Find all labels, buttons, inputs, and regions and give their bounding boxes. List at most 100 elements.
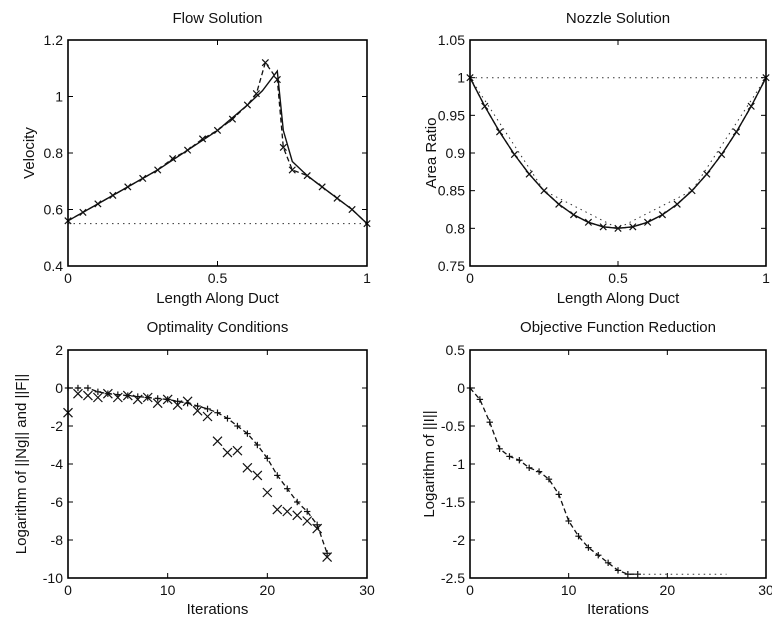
data-point [624,571,632,578]
data-point [688,187,696,195]
y-axis-label: Velocity [21,127,38,179]
data-point [717,150,726,159]
data-point [183,146,192,154]
y-tick-label: 0.8 [44,145,64,161]
x-tick-label: 0 [64,582,72,598]
data-point [214,409,221,416]
y-tick-label: -2 [51,418,64,434]
data-point [569,211,578,219]
x-tick-label: 0 [64,270,72,286]
x-axis-label: Length Along Duct [156,290,279,307]
y-tick-label: 0.75 [438,258,465,274]
data-point [304,508,311,515]
data-point [545,476,553,483]
data-point [142,392,153,403]
y-tick-label: 0.5 [446,342,466,358]
data-point [584,218,593,226]
data-point [703,170,711,178]
data-point [232,445,243,456]
data-point [261,58,269,67]
data-point [496,445,503,452]
data-point [79,208,87,216]
data-point [264,455,271,462]
x-tick-label: 1 [363,270,371,286]
data-point [476,396,484,403]
data-point [575,533,582,540]
data-point [288,166,296,174]
y-tick-label: 0 [55,380,63,396]
series-line-2 [67,61,368,225]
data-point [172,400,183,411]
data-point [139,174,147,183]
panel-2: Nozzle Solution 0 0.5 1 0.75 0.8 0.85 0.9 0.95 1 1… [423,10,770,307]
panel-1: Flow Solution 0 0.5 1 0.4 0.6 0.8 1 1.2 Length Al… [21,10,371,307]
y-tick-label: 1.2 [44,32,64,48]
data-point [122,390,133,401]
data-point [252,470,263,481]
data-point [132,394,143,405]
data-point [555,200,563,208]
series-line-1 [67,69,368,225]
data-point [595,552,602,559]
x-tick-label: 0.5 [208,270,228,286]
data-point [213,126,222,135]
y-tick-label: 1 [457,70,465,86]
data-point [348,205,356,214]
y-tick-label: -0.5 [441,418,465,434]
data-point [73,388,83,399]
x-axis-label: Iterations [187,601,249,618]
data-point [109,191,117,199]
data-point [222,447,233,458]
data-point [585,544,592,551]
y-tick-label: -2 [453,532,466,548]
data-point [212,436,223,447]
data-point [614,567,622,574]
panel-4: Objective Function Reduction 0 10 20 30 -2.5 -… [421,319,772,618]
data-point [673,200,681,208]
data-point [182,396,193,407]
data-point [540,187,548,195]
y-tick-label: 0.6 [44,202,64,218]
data-point [747,102,755,110]
data-point [292,510,303,521]
data-point [174,398,181,405]
x-tick-label: 0.5 [608,270,628,286]
y-tick-label: -6 [51,494,64,510]
series-line-2 [469,77,767,229]
y-tick-label: -4 [51,456,64,472]
y-tick-label: -1.5 [441,494,465,510]
data-point [732,128,741,136]
data-point [169,155,177,163]
x-tick-label: 10 [561,582,577,598]
data-point [279,143,287,151]
chart-title: Nozzle Solution [566,10,670,27]
x-tick-label: 10 [160,582,176,598]
data-point [312,523,323,534]
plot-frame [67,39,368,267]
series-line-4 [469,77,767,229]
data-point [303,171,311,180]
y-axis-label: Logarithm of ||Ng|| and ||F|| [13,374,30,554]
data-point [154,395,161,402]
data-point [274,472,281,479]
data-point [202,411,213,422]
data-point [614,224,622,232]
data-point [124,183,132,191]
data-point [510,150,519,159]
data-point [643,218,652,226]
data-point [242,462,253,473]
y-tick-label: 1 [55,89,63,105]
data-point [102,388,113,399]
x-tick-label: 30 [359,582,375,598]
data-point [525,170,533,178]
data-point [658,211,667,219]
data-point [234,422,241,430]
y-tick-label: 1.05 [438,32,465,48]
data-point [154,166,162,174]
data-point [252,90,260,98]
data-point [243,101,252,109]
data-point [204,405,211,413]
data-point [555,491,562,498]
data-point [83,390,93,401]
